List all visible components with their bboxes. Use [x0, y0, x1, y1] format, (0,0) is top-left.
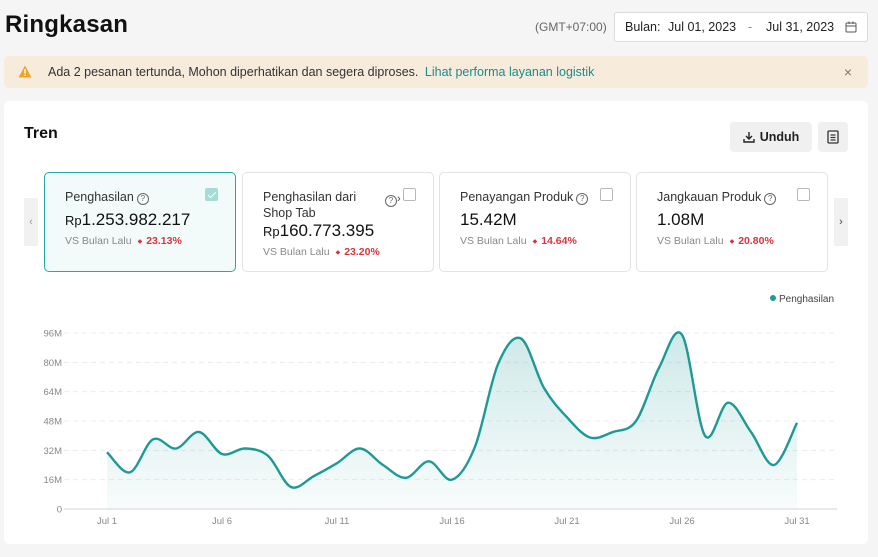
metric-comparison: VS Bulan Lalu 23.13%	[65, 235, 182, 247]
page-title: Ringkasan	[5, 11, 129, 38]
x-tick-label: Jul 26	[669, 516, 694, 527]
top-bar: Ringkasan (GMT+07:00) Bulan: Jul 01, 202…	[0, 0, 878, 52]
comparison-label: VS Bulan Lalu	[460, 235, 527, 247]
help-icon[interactable]: ?	[385, 195, 397, 207]
banner-text: Ada 2 pesanan tertunda, Mohon diperhatik…	[48, 65, 419, 79]
y-tick-label: 48M	[44, 417, 63, 428]
metric-label: Jangkauan Produk?	[657, 189, 777, 205]
calendar-icon[interactable]	[845, 21, 857, 33]
y-tick-label: 32M	[44, 446, 63, 457]
download-icon	[743, 132, 755, 143]
legend-dot	[770, 295, 776, 301]
x-tick-label: Jul 1	[97, 516, 117, 527]
metric-value-number: 160.773.395	[279, 221, 375, 240]
x-tick-label: Jul 31	[784, 516, 809, 527]
change-percent: 20.80%	[730, 235, 774, 247]
metric-card-penayangan-produk[interactable]: Penayangan Produk? 15.42M VS Bulan Lalu 1…	[439, 172, 631, 272]
date-range-picker[interactable]: Bulan: Jul 01, 2023 - Jul 31, 2023	[614, 12, 868, 42]
chart-legend: Penghasilan	[770, 294, 834, 305]
comparison-label: VS Bulan Lalu	[657, 235, 724, 247]
currency-label: Rp	[263, 224, 280, 239]
metric-checkbox[interactable]	[797, 188, 810, 201]
warning-icon	[18, 65, 32, 78]
legend-label: Penghasilan	[779, 294, 835, 305]
logistics-performance-link[interactable]: Lihat performa layanan logistik	[424, 65, 595, 79]
metric-comparison: VS Bulan Lalu 23.20%	[263, 246, 380, 258]
comparison-label: VS Bulan Lalu	[65, 235, 132, 247]
metric-card-jangkauan-produk[interactable]: Jangkauan Produk? 1.08M VS Bulan Lalu 20.…	[636, 172, 828, 272]
date-start[interactable]: Jul 01, 2023	[668, 20, 737, 34]
metric-comparison: VS Bulan Lalu 20.80%	[657, 235, 774, 247]
metric-checkbox[interactable]	[205, 188, 218, 201]
metric-value: 1.08M	[657, 210, 705, 229]
close-icon[interactable]: ×	[843, 64, 852, 80]
x-tick-label: Jul 6	[212, 516, 232, 527]
timezone-label: (GMT+07:00)	[535, 20, 607, 34]
x-tick-label: Jul 21	[554, 516, 579, 527]
pending-orders-banner: Ada 2 pesanan tertunda, Mohon diperhatik…	[4, 56, 868, 88]
download-button[interactable]: Unduh	[730, 122, 812, 152]
y-tick-label: 64M	[44, 387, 63, 398]
metric-card-penghasilan[interactable]: Penghasilan? Rp1.253.982.217 VS Bulan La…	[44, 172, 236, 272]
metric-checkbox[interactable]	[600, 188, 613, 201]
metric-label: Penghasilan?	[65, 189, 149, 205]
date-range-label: Bulan:	[625, 20, 661, 34]
help-icon[interactable]: ?	[764, 193, 777, 205]
metric-label: Penayangan Produk?	[460, 189, 589, 205]
trend-title: Tren	[24, 125, 58, 142]
y-tick-label: 80M	[44, 358, 63, 369]
date-separator: -	[748, 20, 753, 34]
x-tick-label: Jul 11	[325, 516, 350, 527]
help-icon[interactable]: ?	[136, 193, 149, 205]
metric-label-line1: Penghasilan dari	[263, 190, 357, 204]
metric-label: Penghasilan dari Shop Tab	[263, 189, 356, 221]
change-percent: 23.20%	[336, 246, 380, 258]
series-area	[107, 332, 797, 509]
metrics-prev-button[interactable]: ‹	[24, 198, 38, 246]
y-tick-label: 96M	[44, 329, 63, 340]
metrics-next-button[interactable]: ›	[834, 198, 848, 246]
x-tick-label: Jul 16	[439, 516, 464, 527]
metric-label-text: Penghasilan	[65, 190, 134, 204]
revenue-trend-chart: 0 16M 32M 48M 64M 80M 96M Jul 1 Jul 6 Jul 11 Jul 1…	[44, 329, 837, 527]
metric-card-penghasilan-shop-tab[interactable]: Penghasilan dari Shop Tab ? › Rp160.773.3…	[242, 172, 434, 272]
metric-value: Rp160.773.395	[263, 221, 374, 241]
metric-label-line2: Shop Tab	[263, 206, 316, 220]
document-icon	[827, 130, 839, 144]
trend-card: Tren Unduh ‹ › Penghasilan? Rp1.253.982.…	[4, 101, 868, 544]
metric-value: 15.42M	[460, 210, 517, 229]
comparison-label: VS Bulan Lalu	[263, 246, 330, 258]
metric-label-text: Penayangan Produk	[460, 190, 574, 204]
chevron-right-icon[interactable]: ›	[397, 193, 401, 205]
metric-label-text: Jangkauan Produk	[657, 190, 762, 204]
metric-checkbox[interactable]	[403, 188, 416, 201]
help-icon[interactable]: ?	[576, 193, 589, 205]
y-tick-label: 0	[57, 505, 62, 516]
date-end[interactable]: Jul 31, 2023	[766, 20, 835, 34]
change-percent: 14.64%	[533, 235, 577, 247]
report-button[interactable]	[818, 122, 848, 152]
banner-message: Ada 2 pesanan tertunda, Mohon diperhatik…	[48, 65, 594, 79]
currency-label: Rp	[65, 213, 82, 228]
metric-comparison: VS Bulan Lalu 14.64%	[460, 235, 577, 247]
series-line[interactable]	[106, 331, 799, 489]
change-percent: 23.13%	[138, 235, 182, 247]
download-label: Unduh	[759, 130, 800, 144]
metric-value: Rp1.253.982.217	[65, 210, 190, 230]
metric-value-number: 1.253.982.217	[81, 210, 191, 229]
y-tick-label: 16M	[44, 475, 63, 486]
